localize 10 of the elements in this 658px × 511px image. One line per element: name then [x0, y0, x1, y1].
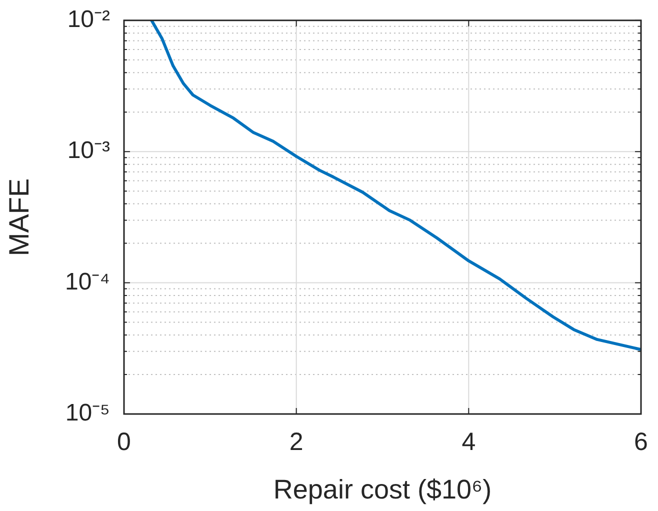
y-tick-label: 10⁻² — [67, 6, 110, 34]
y-tick-label: 10⁻⁴ — [64, 268, 110, 296]
x-tick-label: 4 — [462, 428, 476, 456]
y-tick-label: 10⁻³ — [67, 137, 110, 164]
y-tick-label: 10⁻⁵ — [65, 400, 110, 427]
x-tick-label: 6 — [634, 428, 648, 456]
x-tick-label: 0 — [117, 428, 131, 456]
x-tick-label: 2 — [289, 428, 304, 456]
y-axis-title: MAFE — [4, 178, 35, 256]
x-axis-title: Repair cost ($10⁶) — [273, 474, 492, 504]
